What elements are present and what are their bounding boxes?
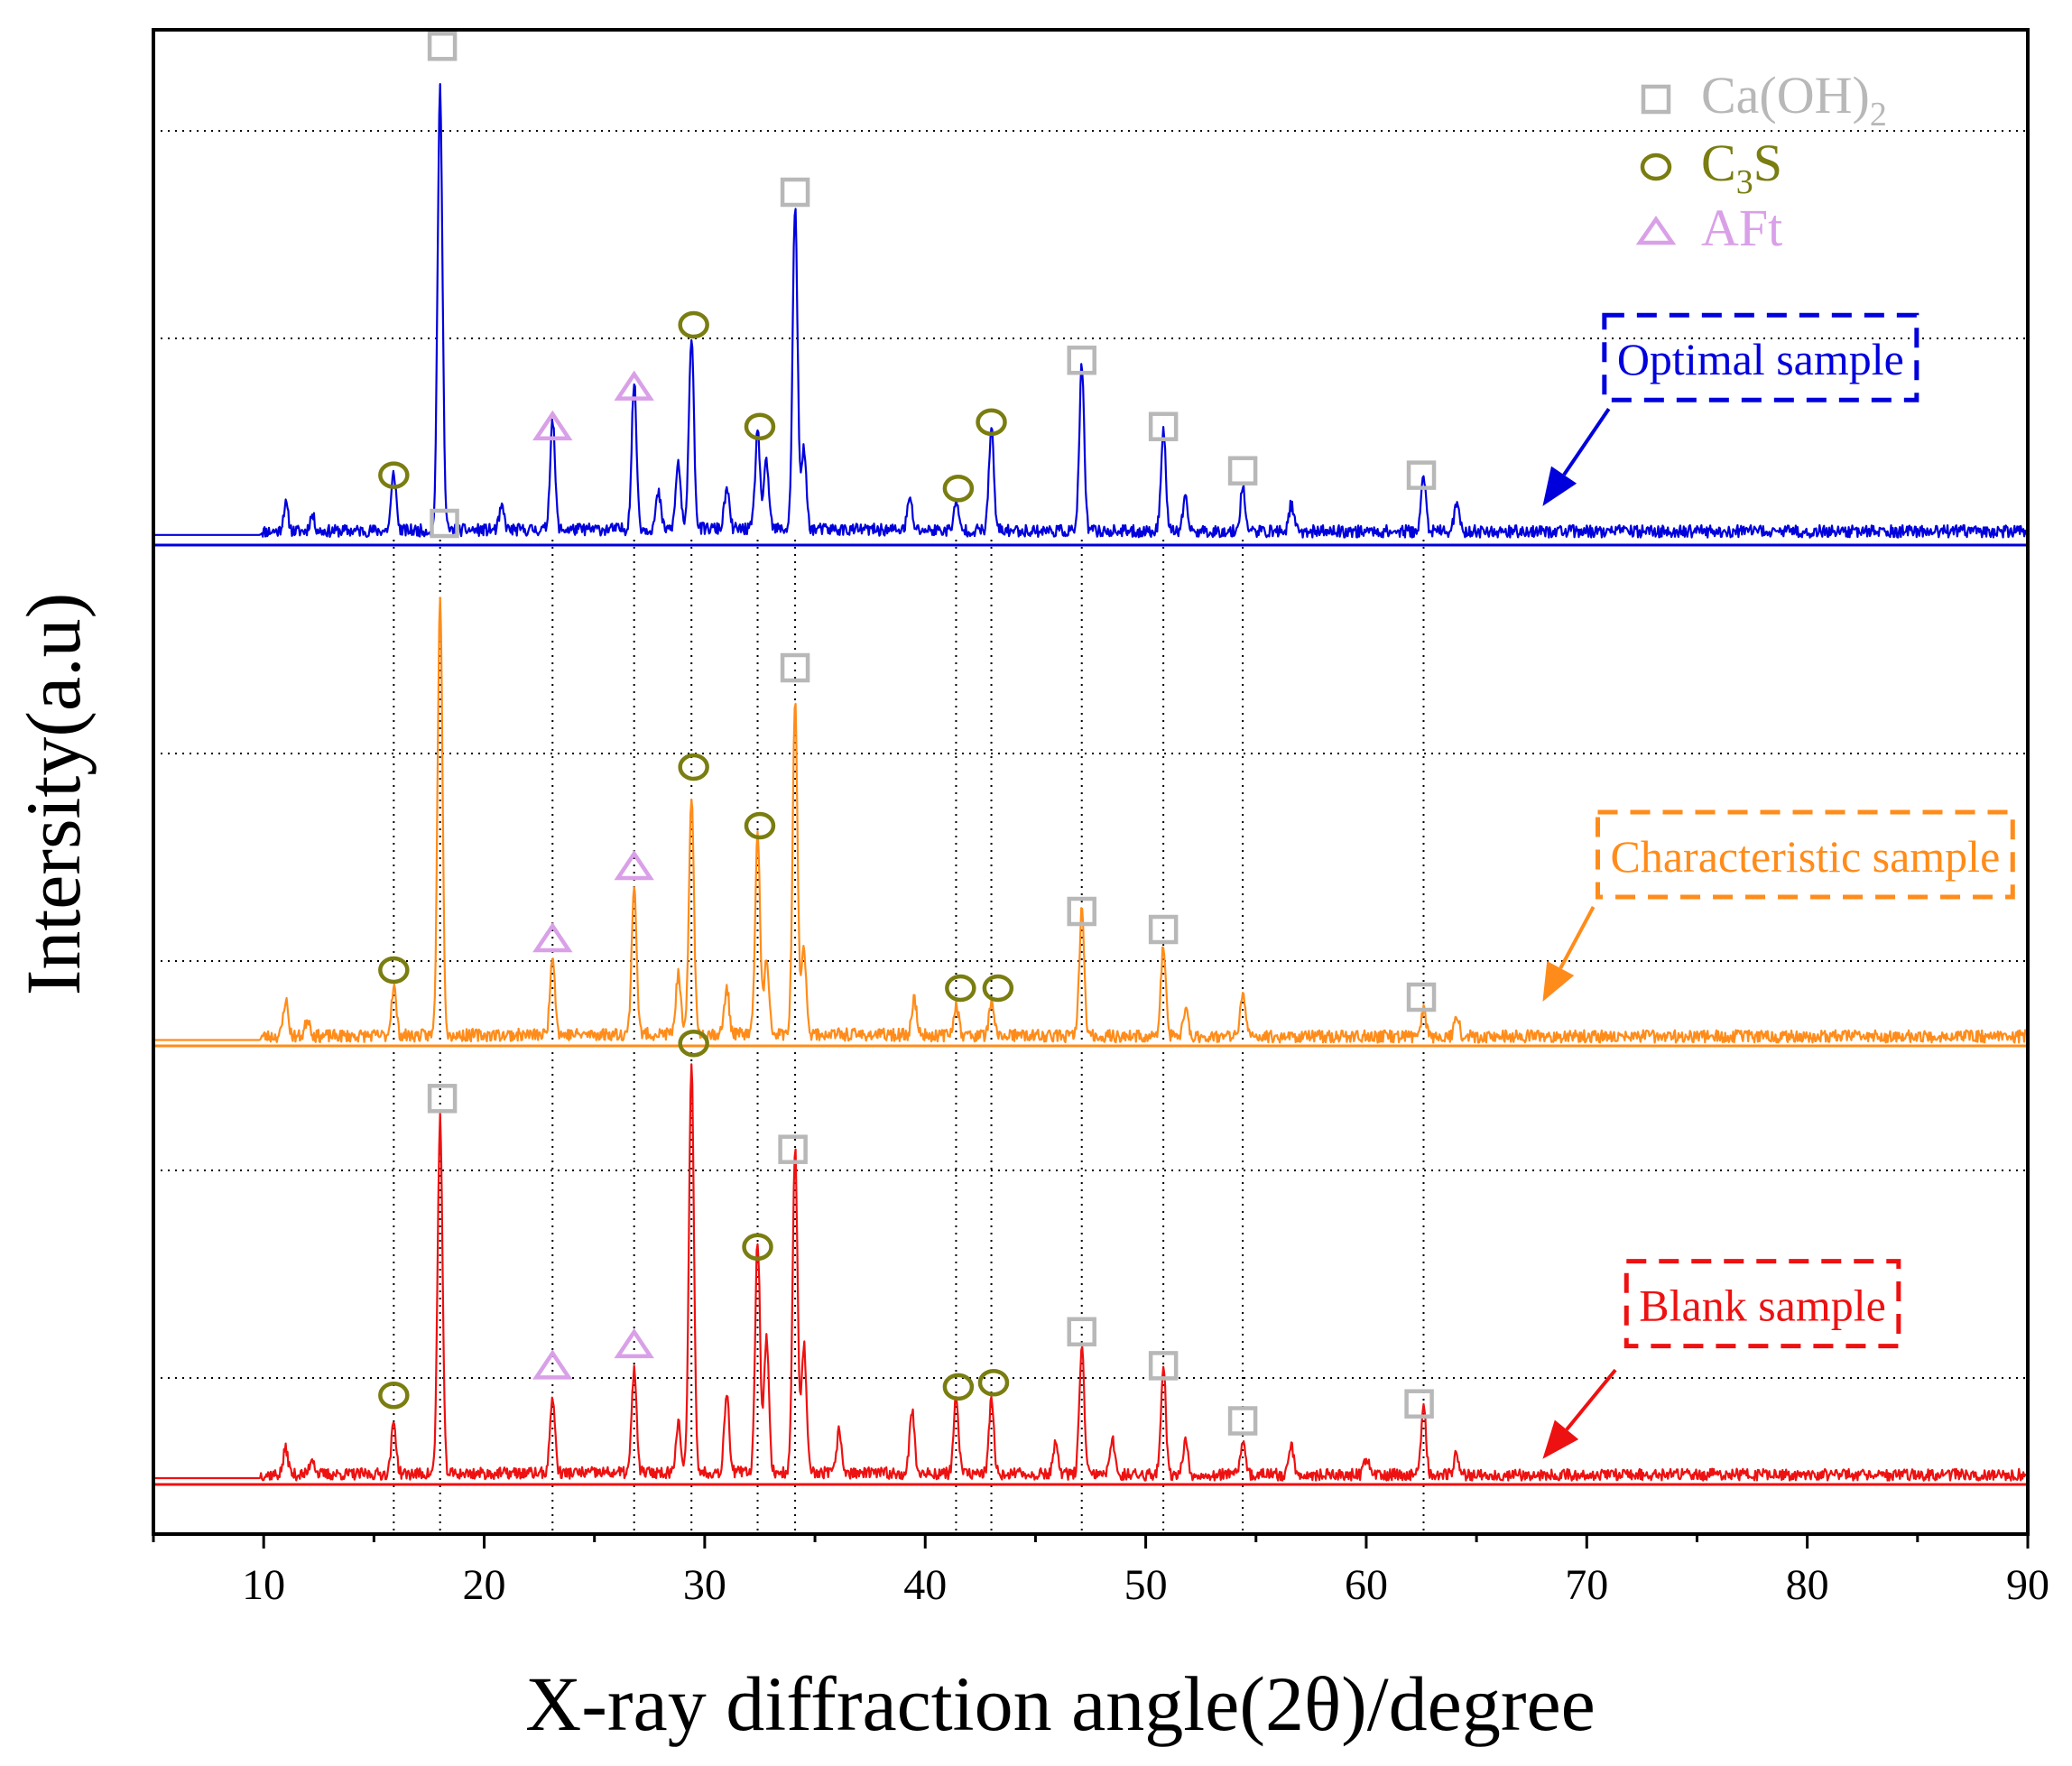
legend-label-main: Ca(OH) xyxy=(1701,66,1870,125)
series-arrow-shaft-top xyxy=(1562,407,1611,476)
ch-square-marker xyxy=(780,652,810,683)
ch-square-marker xyxy=(1067,345,1096,375)
series-arrow-head-middle xyxy=(1542,960,1575,1002)
series-arrow-shaft-bottom xyxy=(1565,1368,1617,1431)
legend-label-main: AFt xyxy=(1701,199,1782,257)
series-label-box-top xyxy=(1602,312,1919,402)
c3s-circle-marker xyxy=(982,974,1014,1003)
series-label-box-bottom xyxy=(1623,1259,1901,1349)
x-tick-label: 80 xyxy=(1786,1561,1829,1609)
ch-square-marker xyxy=(1148,914,1179,945)
c3s-circle-marker xyxy=(744,811,776,840)
ch-square-marker xyxy=(1148,1351,1179,1381)
c3s-circle-marker xyxy=(378,956,410,985)
c3s-circle-marker xyxy=(942,1373,975,1401)
plot-frame xyxy=(152,28,2030,1536)
ch-square-marker xyxy=(1227,456,1258,485)
c3s-circle-marker xyxy=(742,1233,773,1262)
legend-label-AFt: AFt xyxy=(1701,199,1782,257)
aft-triangle-marker xyxy=(614,370,654,401)
series-arrow-head-top xyxy=(1542,466,1577,506)
ch-square-marker xyxy=(1406,460,1437,490)
x-tick-label: 50 xyxy=(1124,1561,1168,1609)
ch-square-marker xyxy=(1406,982,1437,1012)
legend-label-subscript: 3 xyxy=(1736,163,1753,201)
legend-circle-icon xyxy=(1640,153,1672,181)
ch-square-marker xyxy=(1067,896,1096,927)
c3s-circle-marker xyxy=(744,412,776,440)
y-axis-title: Intersity(a.u) xyxy=(10,593,97,996)
series-layer xyxy=(153,83,2030,1486)
ch-square-marker xyxy=(427,1084,458,1114)
annotation-layer: Optimal sample Characteristic sample Blank… xyxy=(1542,312,2015,1459)
aft-triangle-marker xyxy=(614,1327,654,1359)
legend-square-icon xyxy=(1641,84,1671,115)
series-label-middle: Characteristic sample xyxy=(1611,831,2001,882)
c3s-circle-marker xyxy=(378,461,410,489)
series-line-bottom xyxy=(153,1063,2029,1482)
legend-label-suffix: S xyxy=(1753,134,1782,192)
aft-triangle-marker xyxy=(532,1349,573,1380)
series-line-middle xyxy=(153,596,2030,1044)
x-tick-label: 60 xyxy=(1345,1561,1388,1609)
x-tick-label: 70 xyxy=(1565,1561,1608,1609)
x-tick-label: 30 xyxy=(683,1561,726,1609)
ch-square-marker xyxy=(1067,1317,1096,1347)
aft-triangle-marker xyxy=(532,410,573,440)
series-label-bottom: Blank sample xyxy=(1639,1281,1886,1331)
x-tick-label: 40 xyxy=(903,1561,947,1609)
c3s-circle-marker xyxy=(378,1382,410,1410)
x-tick-label: 90 xyxy=(2006,1561,2049,1609)
ch-square-marker xyxy=(780,177,810,208)
ch-square-marker xyxy=(1404,1389,1434,1419)
legend-label-C3S: C3S xyxy=(1701,134,1782,201)
x-axis-title: X-ray diffraction angle(2θ)/degree xyxy=(525,1660,1596,1747)
ch-square-marker xyxy=(430,508,459,539)
c3s-circle-marker xyxy=(942,475,975,503)
legend-label-main: C xyxy=(1701,134,1736,192)
aft-triangle-marker xyxy=(532,921,573,953)
c3s-circle-marker xyxy=(976,408,1007,437)
c3s-circle-marker xyxy=(945,974,976,1003)
ch-square-marker xyxy=(1227,1406,1258,1436)
legend-label-CH: Ca(OH)2 xyxy=(1701,66,1887,134)
x-tick-label: 10 xyxy=(242,1561,285,1609)
c3s-circle-marker xyxy=(678,310,709,339)
marker-layer xyxy=(378,32,1437,1436)
series-line-top xyxy=(153,83,2030,539)
c3s-circle-marker xyxy=(678,1029,709,1058)
axis-layer: 10 20 30 40 50 60 70 80 90 xyxy=(152,28,2049,1609)
aft-triangle-marker xyxy=(614,849,654,881)
series-arrow-head-bottom xyxy=(1542,1419,1579,1459)
ch-square-marker xyxy=(1148,411,1179,441)
series-label-box-middle xyxy=(1596,809,2015,900)
series-arrow-shaft-middle xyxy=(1559,906,1596,969)
legend-label-subscript: 2 xyxy=(1870,96,1887,134)
series-label-top: Optimal sample xyxy=(1617,334,1904,384)
c3s-circle-marker xyxy=(977,1368,1010,1397)
ch-square-marker xyxy=(778,1134,808,1164)
legend-triangle-icon xyxy=(1635,216,1677,245)
x-tick-label: 20 xyxy=(463,1561,506,1609)
c3s-circle-marker xyxy=(678,753,709,781)
ch-square-marker xyxy=(427,32,458,61)
